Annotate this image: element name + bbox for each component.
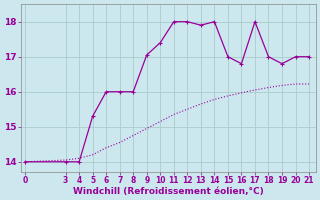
X-axis label: Windchill (Refroidissement éolien,°C): Windchill (Refroidissement éolien,°C) <box>73 187 264 196</box>
